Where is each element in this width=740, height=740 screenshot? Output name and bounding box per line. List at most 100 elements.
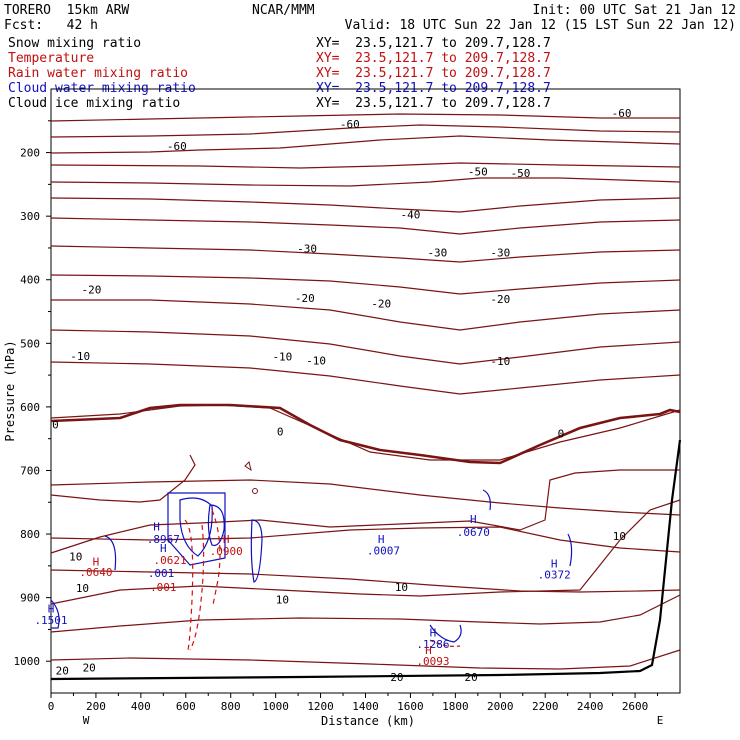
temperature-label: 10 [69,550,82,563]
temperature-label: -40 [400,208,420,221]
x-tick-label: 600 [176,700,196,713]
x-tick-label: 2400 [577,700,604,713]
isotherm-line [50,649,681,670]
temperature-label: 10 [76,582,89,595]
legend-xy-rain: XY= 23.5,121.7 to 209.7,128.7 [316,66,551,81]
temperature-label: -20 [490,293,510,306]
maximum-label: .0372 [538,569,571,582]
maximum-label: H [430,627,437,640]
temperature-label: 20 [83,662,96,675]
rain-water-contour [189,524,205,651]
y-tick-label: 1000 [14,655,41,668]
x-axis-end-east: E [657,714,664,727]
temperature-label: 10 [395,581,408,594]
isotherm-line [50,526,681,553]
temperature-label: 20 [390,671,403,684]
init-time: Init: 00 UTC Sat 21 Jan 12 [532,3,737,18]
terrain-surface [50,439,682,681]
isotherm-line [50,245,681,263]
maximum-label: .001 [148,567,175,580]
y-tick-label: 400 [20,274,40,287]
maximum-label: .0007 [367,545,400,558]
temperature-label: -10 [306,354,326,367]
y-tick-label: 600 [20,401,40,414]
isotherm-line [50,274,681,295]
x-axis-end-west: W [83,714,90,727]
isotherm-line [50,404,681,461]
x-axis: 0 200 400 600 800 1000 1200 1400 1600 1800 2000 220… [48,693,659,713]
legend-xy-snow: XY= 23.5,121.7 to 209.7,128.7 [316,36,551,51]
maximum-label: .0640 [79,566,112,579]
temperature-label: 20 [464,671,477,684]
isotherm-line [50,135,681,154]
temperature-labels: -60 -60 -60 -50 -50 -40 -30 -30 -30 -20 -20 -20 -20 -… [52,107,631,684]
maximum-label: .8967 [147,533,180,546]
x-tick-label: 2200 [532,700,559,713]
temperature-label: -10 [70,350,90,363]
y-axis: 200 300 400 500 600 700 800 900 1000 [14,120,51,668]
isotherm-line [50,113,680,122]
isotherm-line [51,299,681,331]
isotherm-line [50,177,681,187]
cloud-water-contour [207,504,225,547]
model-title: TORERO 15km ARW [4,3,130,18]
cloud-water-contour [429,624,462,643]
forecast-hour: Fcst: 42 h [4,18,98,33]
cloud-water-contour [179,497,213,557]
y-tick-label: 700 [20,464,40,477]
temperature-label: -10 [490,355,510,368]
isotherm-line [50,124,681,138]
x-tick-label: 200 [86,700,106,713]
temperature-label: 10 [276,594,289,607]
rain-water-contour [429,639,461,647]
x-tick-label: 2600 [622,700,649,713]
x-tick-label: 800 [221,700,241,713]
isotherm-line [50,499,681,605]
x-tick-label: 0 [48,700,55,713]
center-title: NCAR/MMM [252,3,315,18]
maximum-label: .1286 [416,638,449,651]
valid-time: Valid: 18 UTC Sun 22 Jan 12 (15 LST Sun … [344,18,736,33]
isotherm-blip [244,461,252,472]
maximum-label: .0670 [457,526,490,539]
temperature-label: 0 [558,428,565,441]
temperature-label: -50 [468,166,488,179]
cloud-water-contour [50,599,60,629]
x-tick-label: 1600 [397,700,424,713]
y-tick-label: 500 [20,337,40,350]
temperature-label: -30 [297,243,317,256]
legend-label-cloud-ice: Cloud ice mixing ratio [8,96,181,111]
zero-isotherm [50,403,681,465]
rain-water-contour [184,519,194,651]
maximum-label: H [378,533,385,546]
cloud-water-contour [482,489,491,511]
x-tick-label: 2000 [487,700,514,713]
maximum-label: H [223,533,230,546]
x-tick-label: 400 [131,700,151,713]
legend-xy-cloud-ice: XY= 23.5,121.7 to 209.7,128.7 [316,96,551,111]
maximum-label: .0093 [416,655,449,668]
y-tick-label: 800 [20,528,40,541]
maximum-label: H [551,557,558,570]
temperature-label: 10 [613,530,626,543]
y-tick-label: 300 [20,210,40,223]
isotherm-line [50,162,681,169]
maximum-label: .0900 [210,545,243,558]
x-axis-label: Distance (km) [321,714,415,728]
x-tick-label: 1000 [262,700,289,713]
cloud-water-contour [104,535,117,571]
maxima-labels: H.8967H.0621.001.001H.0900H.0640H.0007H.… [34,513,570,668]
isotherm-line [50,594,681,633]
temperature-label: 20 [56,665,69,678]
maximum-label: H [425,644,432,657]
isotherm-line [50,197,681,213]
legend-label-snow: Snow mixing ratio [8,36,142,51]
hydrometeor-contours [50,461,573,651]
temperature-label: -30 [490,246,510,259]
temperature-label: -10 [272,351,292,364]
cloud-water-contour [167,492,226,566]
temperature-label: -20 [295,292,315,305]
isotherm-blip [252,488,258,494]
maximum-label: .0621 [153,554,186,567]
